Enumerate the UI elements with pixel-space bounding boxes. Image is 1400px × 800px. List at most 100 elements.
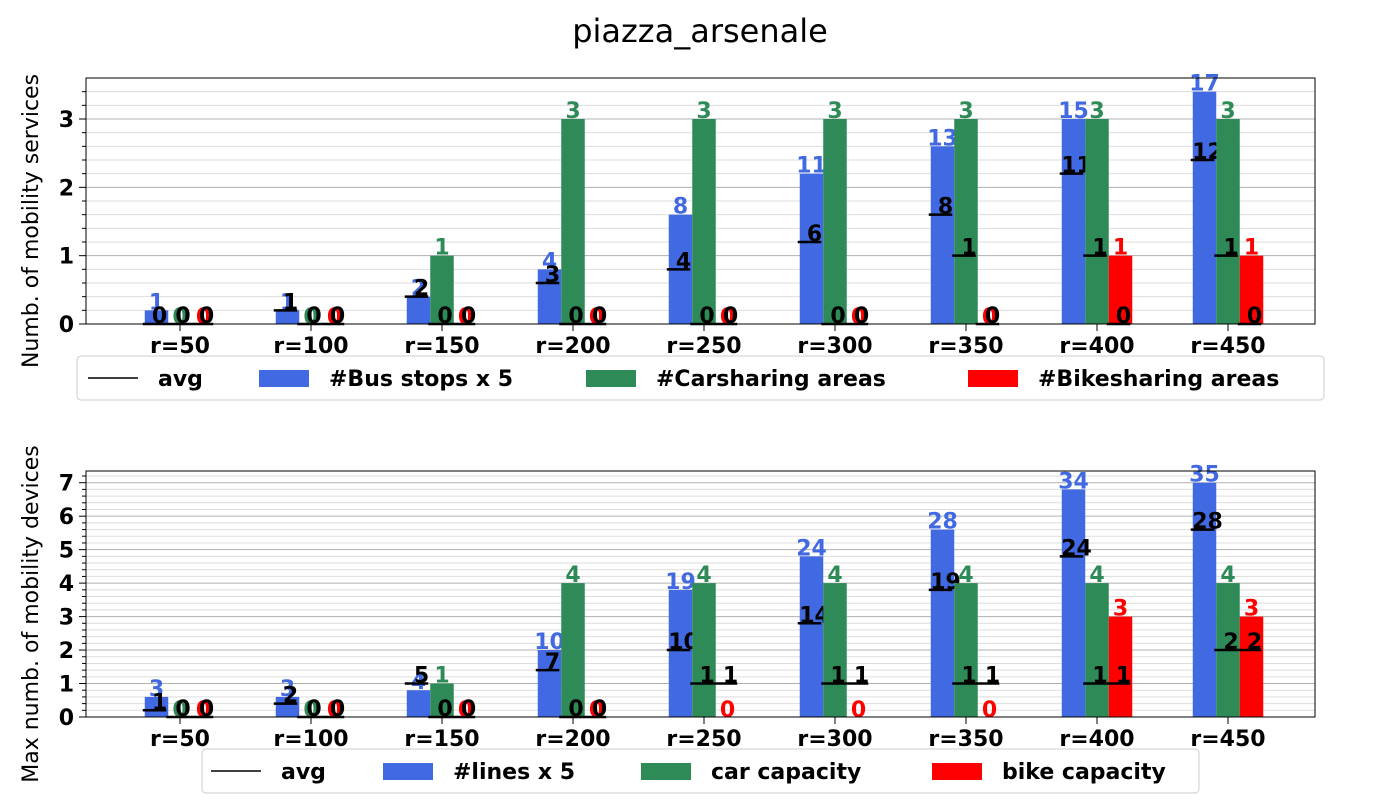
avg-value-label: 0 bbox=[199, 304, 214, 329]
bar-value-label: 0 bbox=[982, 698, 997, 723]
bar-value-label: 4 bbox=[565, 563, 580, 588]
bar-value-label: 10 bbox=[534, 630, 565, 655]
avg-value-label: 0 bbox=[461, 304, 476, 329]
legend-label: #Carsharing areas bbox=[656, 367, 886, 392]
bar-value-label: 34 bbox=[1058, 469, 1089, 494]
avg-value-label: 1 bbox=[854, 664, 869, 689]
avg-value-label: 0 bbox=[330, 304, 345, 329]
bar-value-label: 3 bbox=[149, 677, 164, 702]
bar bbox=[430, 255, 454, 324]
legend-swatch bbox=[968, 370, 1018, 387]
x-tick-label: r=300 bbox=[797, 334, 872, 359]
bar bbox=[1239, 255, 1264, 324]
avg-value-label: 6 bbox=[807, 222, 822, 247]
x-tick-label: r=50 bbox=[150, 727, 210, 752]
avg-value-label: 0 bbox=[437, 304, 452, 329]
avg-value-label: 1 bbox=[1116, 664, 1131, 689]
chart-panel-devices: 0123456731324510719102414281934243528000… bbox=[19, 445, 1316, 794]
bar-value-label: 3 bbox=[1089, 99, 1104, 124]
x-tick-label: r=350 bbox=[928, 727, 1003, 752]
bar-value-label: 19 bbox=[665, 570, 696, 595]
legend-label: #Bikesharing areas bbox=[1038, 367, 1279, 392]
legend-box bbox=[76, 355, 1325, 401]
x-tick-label: r=100 bbox=[273, 334, 348, 359]
bar bbox=[823, 583, 847, 717]
x-tick-label: r=300 bbox=[797, 727, 872, 752]
bar-value-label: 1 bbox=[434, 236, 449, 261]
y-tick-label: 3 bbox=[59, 108, 74, 133]
legend-box bbox=[201, 748, 1200, 794]
bar-value-label: 1 bbox=[1244, 236, 1259, 261]
bar-value-label: 1 bbox=[149, 290, 164, 315]
x-tick-label: r=400 bbox=[1059, 727, 1134, 752]
bar bbox=[1108, 255, 1133, 324]
x-tick-label: r=100 bbox=[273, 727, 348, 752]
avg-value-label: 1 bbox=[985, 664, 1000, 689]
avg-value-label: 0 bbox=[699, 304, 714, 329]
bar bbox=[799, 173, 824, 324]
bar bbox=[930, 146, 955, 324]
bar-value-label: 3 bbox=[1220, 99, 1235, 124]
y-axis-label: Numb. of mobility services bbox=[19, 74, 44, 368]
avg-value-label: 1 bbox=[961, 236, 976, 261]
bar bbox=[537, 650, 562, 717]
y-tick-label: 0 bbox=[59, 706, 74, 731]
y-tick-label: 1 bbox=[59, 673, 74, 698]
y-tick-label: 5 bbox=[59, 539, 74, 564]
y-tick-label: 4 bbox=[59, 572, 74, 597]
avg-value-label: 28 bbox=[1192, 510, 1223, 535]
avg-value-label: 0 bbox=[306, 697, 321, 722]
bar bbox=[1192, 91, 1217, 325]
avg-value-label: 0 bbox=[199, 697, 214, 722]
bar bbox=[799, 556, 824, 717]
bar-value-label: 28 bbox=[927, 510, 958, 535]
bar-value-label: 0 bbox=[720, 698, 735, 723]
bar bbox=[144, 696, 169, 717]
bar-value-label: 1 bbox=[1113, 236, 1128, 261]
legend-label: avg bbox=[158, 367, 203, 392]
bar bbox=[692, 119, 716, 324]
avg-value-label: 2 bbox=[1223, 630, 1238, 655]
avg-value-label: 0 bbox=[175, 304, 190, 329]
bar-value-label: 35 bbox=[1189, 463, 1220, 488]
bar bbox=[406, 296, 431, 324]
x-tick-label: r=250 bbox=[666, 334, 741, 359]
avg-value-label: 5 bbox=[414, 664, 429, 689]
bar bbox=[1216, 119, 1240, 324]
bar bbox=[930, 529, 955, 717]
bar-value-label: 3 bbox=[1244, 597, 1259, 622]
plot-frame bbox=[85, 470, 1316, 718]
bar-value-label: 0 bbox=[851, 698, 866, 723]
avg-value-label: 7 bbox=[545, 650, 560, 675]
avg-value-label: 4 bbox=[676, 249, 691, 274]
avg-value-label: 1 bbox=[1092, 236, 1107, 261]
figure-title: piazza_arsenale bbox=[572, 12, 828, 50]
bar-value-label: 4 bbox=[1089, 563, 1104, 588]
y-tick-label: 0 bbox=[59, 313, 74, 338]
avg-value-label: 0 bbox=[854, 304, 869, 329]
y-axis-label: Max numb. of mobility devices bbox=[19, 445, 44, 783]
bar bbox=[561, 583, 585, 717]
x-tick-label: r=50 bbox=[150, 334, 210, 359]
avg-value-label: 1 bbox=[699, 664, 714, 689]
bar-value-label: 4 bbox=[827, 563, 842, 588]
bar bbox=[1061, 489, 1086, 717]
avg-value-label: 1 bbox=[723, 664, 738, 689]
bar-value-label: 3 bbox=[1113, 597, 1128, 622]
bar-value-label: 4 bbox=[958, 563, 973, 588]
y-tick-label: 2 bbox=[59, 176, 74, 201]
bar bbox=[1239, 616, 1264, 717]
avg-value-label: 0 bbox=[175, 697, 190, 722]
bar-value-label: 4 bbox=[1220, 563, 1235, 588]
avg-value-label: 0 bbox=[568, 304, 583, 329]
avg-value-label: 1 bbox=[1092, 664, 1107, 689]
x-tick-label: r=350 bbox=[928, 334, 1003, 359]
avg-value-label: 2 bbox=[283, 684, 298, 709]
avg-value-label: 8 bbox=[938, 195, 953, 220]
avg-value-label: 0 bbox=[306, 304, 321, 329]
avg-value-label: 1 bbox=[1223, 236, 1238, 261]
bar bbox=[275, 696, 300, 717]
legend-label: #lines x 5 bbox=[453, 760, 575, 785]
